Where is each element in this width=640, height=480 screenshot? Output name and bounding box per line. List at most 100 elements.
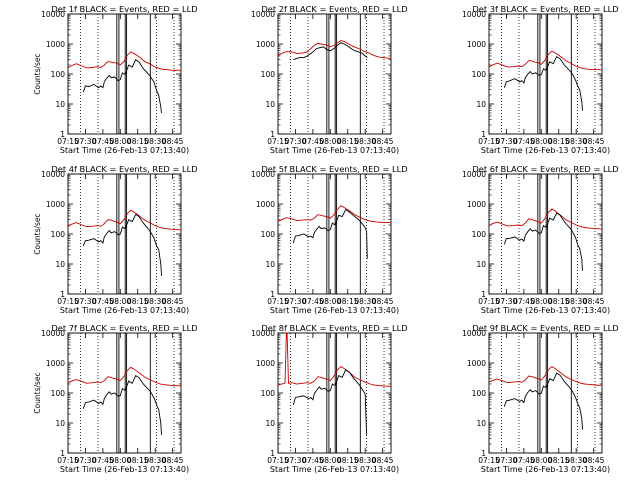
x-tick-label: 08:00 — [531, 456, 553, 465]
y-tick-label: 1 — [481, 130, 486, 139]
x-tick-label: 07:30 — [496, 297, 518, 306]
x-tick-label: 08:30 — [565, 297, 587, 306]
y-tick-label: 10 — [265, 419, 275, 428]
x-axis-label: Start Time (26-Feb-13 07:13:40) — [481, 465, 610, 474]
x-tick-label: 08:45 — [162, 456, 184, 465]
y-tick-label: 100 — [472, 389, 487, 398]
x-tick-label: 08:30 — [354, 137, 376, 146]
panel-title: Det 1f BLACK = Events, RED = LLD — [51, 4, 197, 14]
x-tick-label: 07:45 — [92, 456, 114, 465]
x-tick-label: 07:15 — [267, 297, 289, 306]
x-tick-label: 08:15 — [337, 137, 359, 146]
x-tick-label: 07:15 — [478, 297, 500, 306]
y-tick-label: 100 — [51, 389, 66, 398]
lld-series-line — [277, 332, 392, 387]
y-tick-label: 100 — [261, 70, 276, 79]
x-tick-label: 08:45 — [583, 456, 605, 465]
x-tick-label: 08:00 — [531, 297, 553, 306]
y-tick-label: 10000 — [41, 329, 65, 338]
y-tick-label: 10000 — [462, 170, 486, 179]
x-tick-label: 08:30 — [144, 137, 166, 146]
x-tick-label: 07:15 — [267, 137, 289, 146]
y-tick-label: 10000 — [251, 10, 275, 19]
x-tick-label: 08:00 — [320, 297, 342, 306]
x-tick-label: 07:30 — [496, 137, 518, 146]
lld-series-line — [67, 366, 182, 387]
x-axis-label: Start Time (26-Feb-13 07:13:40) — [481, 306, 610, 315]
x-tick-label: 08:15 — [548, 456, 570, 465]
panel-title: Det 3f BLACK = Events, RED = LLD — [472, 4, 618, 14]
y-tick-label: 1 — [60, 290, 65, 299]
y-tick-label: 100 — [472, 230, 487, 239]
y-tick-label: 1 — [60, 449, 65, 458]
panel-det-3: Det 3f BLACK = Events, RED = LLD 1 10 100 10… — [462, 4, 619, 155]
y-tick-label: 100 — [51, 230, 66, 239]
x-tick-label: 07:30 — [285, 137, 307, 146]
panel-title: Det 9f BLACK = Events, RED = LLD — [472, 323, 618, 333]
x-tick-label: 08:15 — [548, 297, 570, 306]
y-tick-label: 1000 — [46, 200, 65, 209]
plot-frame — [277, 173, 392, 295]
x-tick-label: 07:45 — [302, 137, 324, 146]
y-tick-label: 100 — [261, 230, 276, 239]
panel-det-9: Det 9f BLACK = Events, RED = LLD 1 10 100 10… — [462, 323, 619, 474]
x-tick-label: 08:45 — [372, 137, 394, 146]
panel-det-4: Det 4f BLACK = Events, RED = LLD 1 10 100 10… — [33, 164, 198, 315]
y-tick-label: 10 — [476, 419, 486, 428]
panel-det-2: Det 2f BLACK = Events, RED = LLD 1 10 100 10… — [251, 4, 408, 155]
x-tick-label: 07:15 — [57, 297, 79, 306]
y-tick-label: 1000 — [256, 40, 275, 49]
panel-title: Det 6f BLACK = Events, RED = LLD — [472, 164, 618, 174]
y-tick-label: 10000 — [41, 170, 65, 179]
y-tick-label: 1000 — [467, 40, 486, 49]
x-tick-label: 07:15 — [57, 456, 79, 465]
y-tick-label: 10000 — [251, 170, 275, 179]
lld-series-line — [488, 366, 602, 386]
x-tick-label: 08:15 — [337, 456, 359, 465]
x-tick-label: 08:45 — [583, 297, 605, 306]
events-series-line — [82, 213, 162, 276]
x-tick-label: 07:15 — [57, 137, 79, 146]
x-tick-label: 08:30 — [565, 137, 587, 146]
x-tick-label: 07:45 — [92, 137, 114, 146]
x-tick-label: 07:30 — [285, 297, 307, 306]
x-tick-label: 08:00 — [531, 137, 553, 146]
x-tick-label: 08:00 — [110, 456, 132, 465]
y-tick-label: 10 — [55, 260, 65, 269]
y-tick-label: 1 — [481, 449, 486, 458]
y-tick-label: 10 — [476, 100, 486, 109]
plot-frame — [488, 173, 603, 295]
y-axis-label: Counts/sec — [33, 213, 42, 254]
x-axis-label: Start Time (26-Feb-13 07:13:40) — [270, 146, 399, 155]
x-tick-label: 07:30 — [496, 456, 518, 465]
panel-det-1: Det 1f BLACK = Events, RED = LLD 1 10 100 10… — [33, 4, 198, 155]
events-series-line — [82, 374, 162, 435]
y-axis-label: Counts/sec — [33, 372, 42, 413]
y-tick-label: 10 — [476, 260, 486, 269]
plot-frame — [277, 13, 392, 135]
x-tick-label: 08:30 — [354, 456, 376, 465]
lld-series-line — [488, 208, 603, 230]
x-tick-label: 08:45 — [162, 137, 184, 146]
plot-frame — [67, 173, 182, 295]
y-tick-label: 100 — [261, 389, 276, 398]
y-tick-label: 100 — [51, 70, 66, 79]
x-axis-label: Start Time (26-Feb-13 07:13:40) — [60, 465, 189, 474]
x-tick-label: 07:15 — [267, 456, 289, 465]
lld-series-line — [488, 50, 603, 71]
panel-title: Det 8f BLACK = Events, RED = LLD — [261, 323, 407, 333]
y-tick-label: 1000 — [467, 359, 486, 368]
events-series-line — [292, 208, 368, 259]
x-tick-label: 07:30 — [75, 137, 97, 146]
y-tick-label: 1 — [60, 130, 65, 139]
y-tick-label: 10000 — [462, 329, 486, 338]
y-tick-label: 1000 — [256, 359, 275, 368]
y-tick-label: 10 — [55, 419, 65, 428]
y-tick-label: 1 — [481, 290, 486, 299]
x-axis-label: Start Time (26-Feb-13 07:13:40) — [481, 146, 610, 155]
lld-series-line — [67, 51, 182, 72]
x-axis-label: Start Time (26-Feb-13 07:13:40) — [270, 306, 399, 315]
panel-det-6: Det 6f BLACK = Events, RED = LLD 1 10 100 10… — [462, 164, 619, 315]
y-tick-label: 1 — [270, 449, 275, 458]
